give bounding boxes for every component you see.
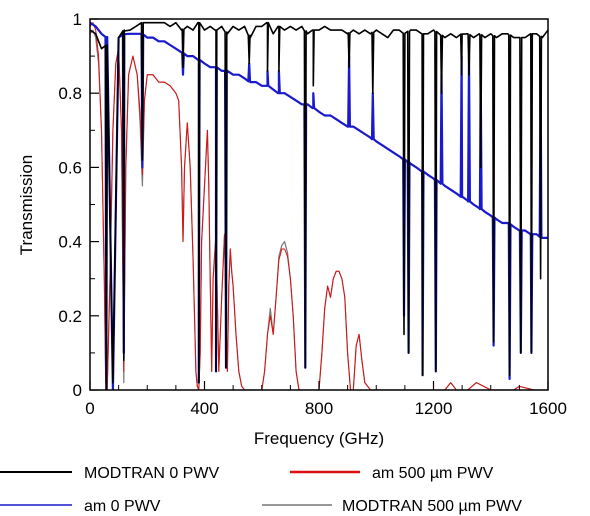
legend-label-am-0pwv: am 0 PWV — [84, 498, 161, 515]
y-axis-label: Transmission — [17, 155, 36, 255]
legend-label-modtran-0pwv: MODTRAN 0 PWV — [84, 465, 219, 482]
axis-tick-labels: 0 400 800 1200 1600 0 0.2 0.4 0.6 0.8 1 — [58, 10, 567, 418]
axis-ticks — [89, 18, 549, 391]
series-layer — [90, 21, 548, 390]
y-tick-label: 0.4 — [58, 233, 82, 252]
y-tick-label: 0 — [73, 381, 82, 400]
x-tick-label: 800 — [305, 399, 333, 418]
series-line-0 — [90, 21, 548, 390]
y-tick-label: 1 — [73, 10, 82, 29]
y-tick-label: 0.6 — [58, 158, 82, 177]
legend-label-modtran-500: MODTRAN 500 µm PWV — [342, 498, 522, 515]
x-tick-label: 0 — [85, 399, 94, 418]
x-tick-label: 1200 — [415, 399, 453, 418]
legend: MODTRAN 0 PWV am 500 µm PWV am 0 PWV MOD… — [0, 465, 522, 515]
series-line-3 — [90, 29, 548, 390]
legend-label-am-500: am 500 µm PWV — [372, 465, 494, 482]
y-tick-label: 0.2 — [58, 307, 82, 326]
x-axis-label: Frequency (GHz) — [254, 429, 384, 448]
x-tick-label: 1600 — [529, 399, 567, 418]
x-tick-label: 400 — [190, 399, 218, 418]
y-tick-label: 0.8 — [58, 84, 82, 103]
series-line-1 — [90, 21, 548, 390]
